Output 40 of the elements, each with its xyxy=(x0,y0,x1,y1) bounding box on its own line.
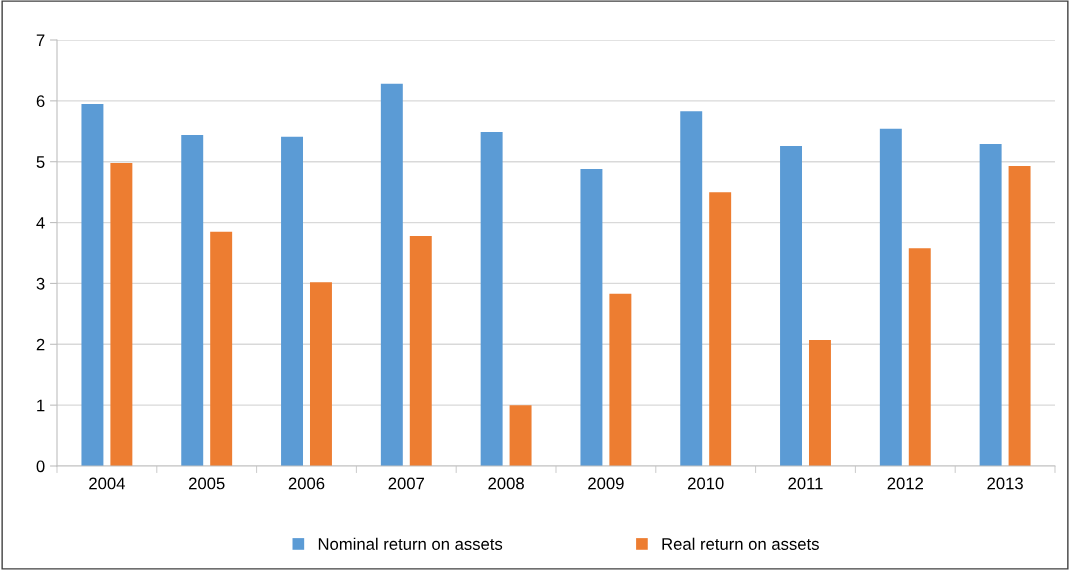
x-tick-label: 2004 xyxy=(89,477,125,490)
y-tick-label: 2 xyxy=(36,338,45,351)
bar xyxy=(680,111,703,466)
y-tick-label: 0 xyxy=(36,460,45,473)
y-tick-label: 7 xyxy=(36,34,45,47)
bar xyxy=(309,282,332,466)
x-tick-label: 2007 xyxy=(388,477,424,490)
x-tick-label: 2006 xyxy=(288,477,325,490)
bar xyxy=(509,405,532,466)
y-tick-label: 5 xyxy=(36,156,45,168)
bar xyxy=(1008,165,1031,466)
legend-label: Nominal return on assets xyxy=(318,537,503,550)
bar xyxy=(210,231,233,466)
x-tick-label: 2011 xyxy=(788,477,823,490)
x-tick-label: 2013 xyxy=(987,477,1023,490)
bar xyxy=(580,169,603,466)
y-tick-label: 3 xyxy=(36,277,45,290)
bar xyxy=(480,131,503,466)
x-tick-label: 2005 xyxy=(189,477,225,490)
x-tick-label: 2008 xyxy=(488,477,524,490)
x-tick-label: 2010 xyxy=(688,477,724,490)
bar xyxy=(380,83,403,466)
bar xyxy=(409,235,432,466)
bar xyxy=(110,162,133,466)
bar xyxy=(908,248,931,466)
y-tick-label: 1 xyxy=(37,399,45,412)
y-tick-label: 6 xyxy=(36,95,45,108)
y-tick-label: 4 xyxy=(36,217,45,229)
bar xyxy=(709,192,732,466)
bar xyxy=(609,293,632,466)
legend-label: Real return on assets xyxy=(662,537,819,550)
x-tick-label: 2009 xyxy=(588,477,624,490)
bar xyxy=(181,134,204,466)
x-tick-label: 2012 xyxy=(887,477,923,490)
bar xyxy=(281,136,304,466)
bar xyxy=(81,103,104,466)
bar xyxy=(808,340,831,466)
bar xyxy=(979,144,1002,466)
bar xyxy=(780,145,803,466)
bar xyxy=(879,128,902,466)
